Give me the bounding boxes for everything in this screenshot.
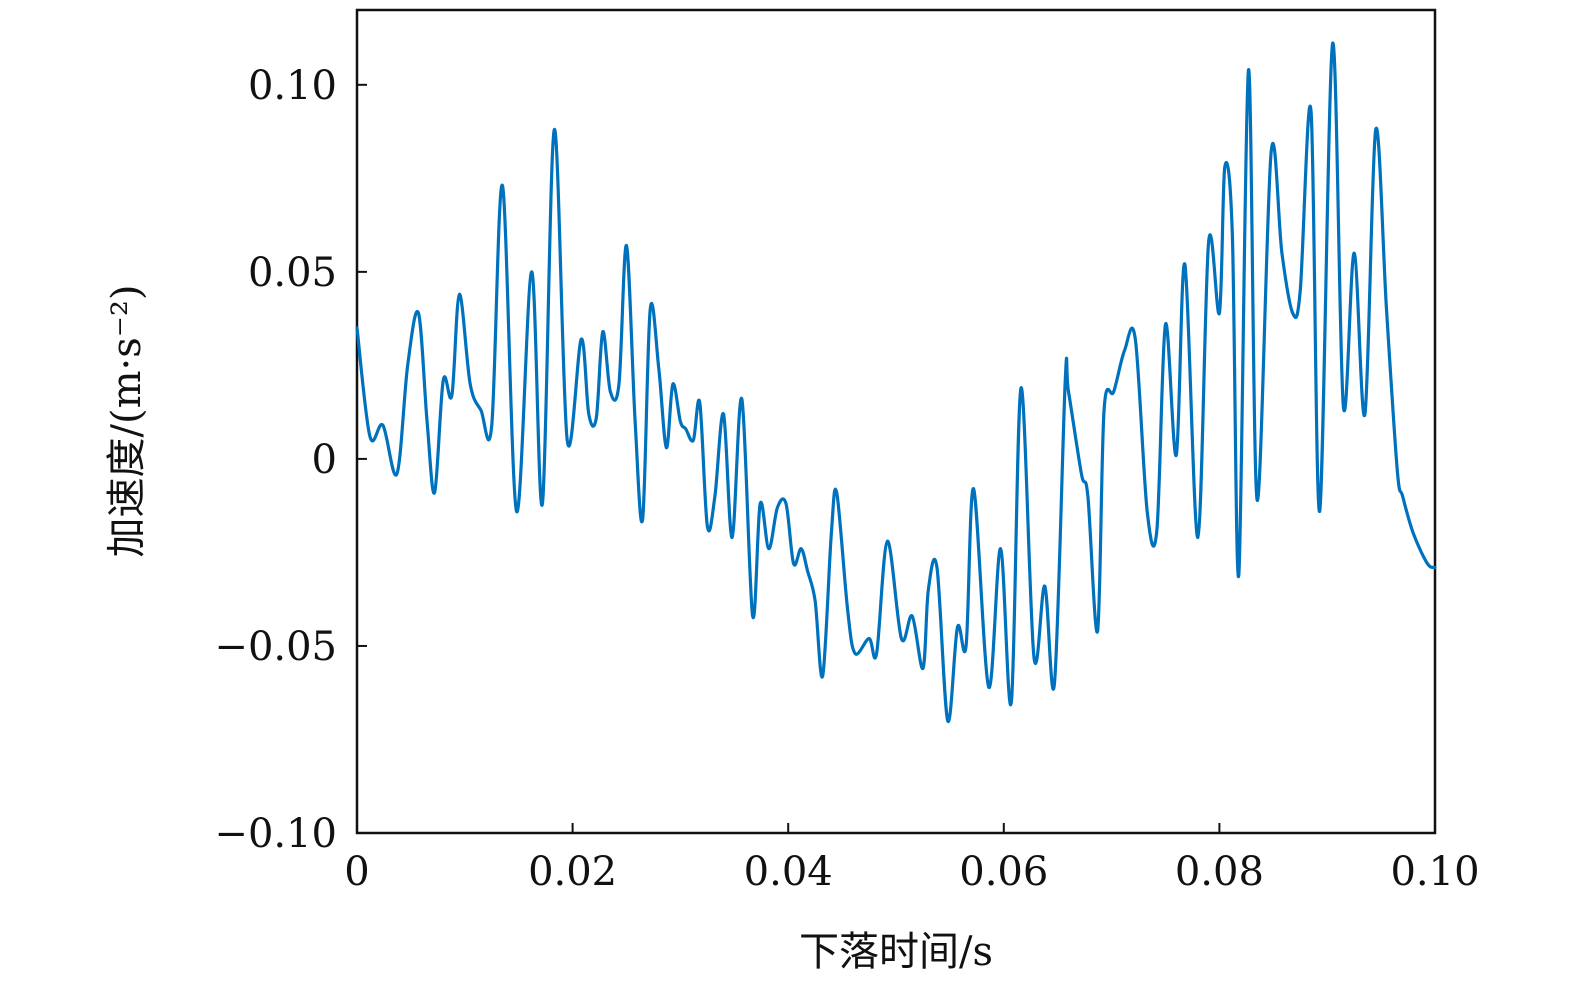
y-tick-label: 0 xyxy=(312,437,337,483)
y-axis-ticks: −0.10 −0.05 0 0.05 0.10 xyxy=(214,63,367,857)
y-tick-label: 0.10 xyxy=(248,63,337,109)
x-tick-label: 0 xyxy=(344,849,369,895)
x-tick-label: 0.02 xyxy=(528,849,617,895)
acceleration-series-line xyxy=(355,42,1437,723)
y-tick-label: 0.05 xyxy=(248,250,337,296)
x-axis-title: 下落时间/s xyxy=(799,929,993,975)
plot-frame xyxy=(355,8,1437,835)
y-tick-label: −0.10 xyxy=(214,811,337,857)
x-tick-label: 0.08 xyxy=(1175,849,1264,895)
x-axis-ticks: 0 0.02 0.04 0.06 0.08 0.10 xyxy=(344,823,1480,895)
y-axis-title: 加速度/(m·s⁻²) xyxy=(104,284,150,557)
x-tick-label: 0.10 xyxy=(1390,849,1479,895)
x-tick-label: 0.06 xyxy=(959,849,1048,895)
y-tick-label: −0.05 xyxy=(214,624,337,670)
x-tick-label: 0.04 xyxy=(744,849,833,895)
